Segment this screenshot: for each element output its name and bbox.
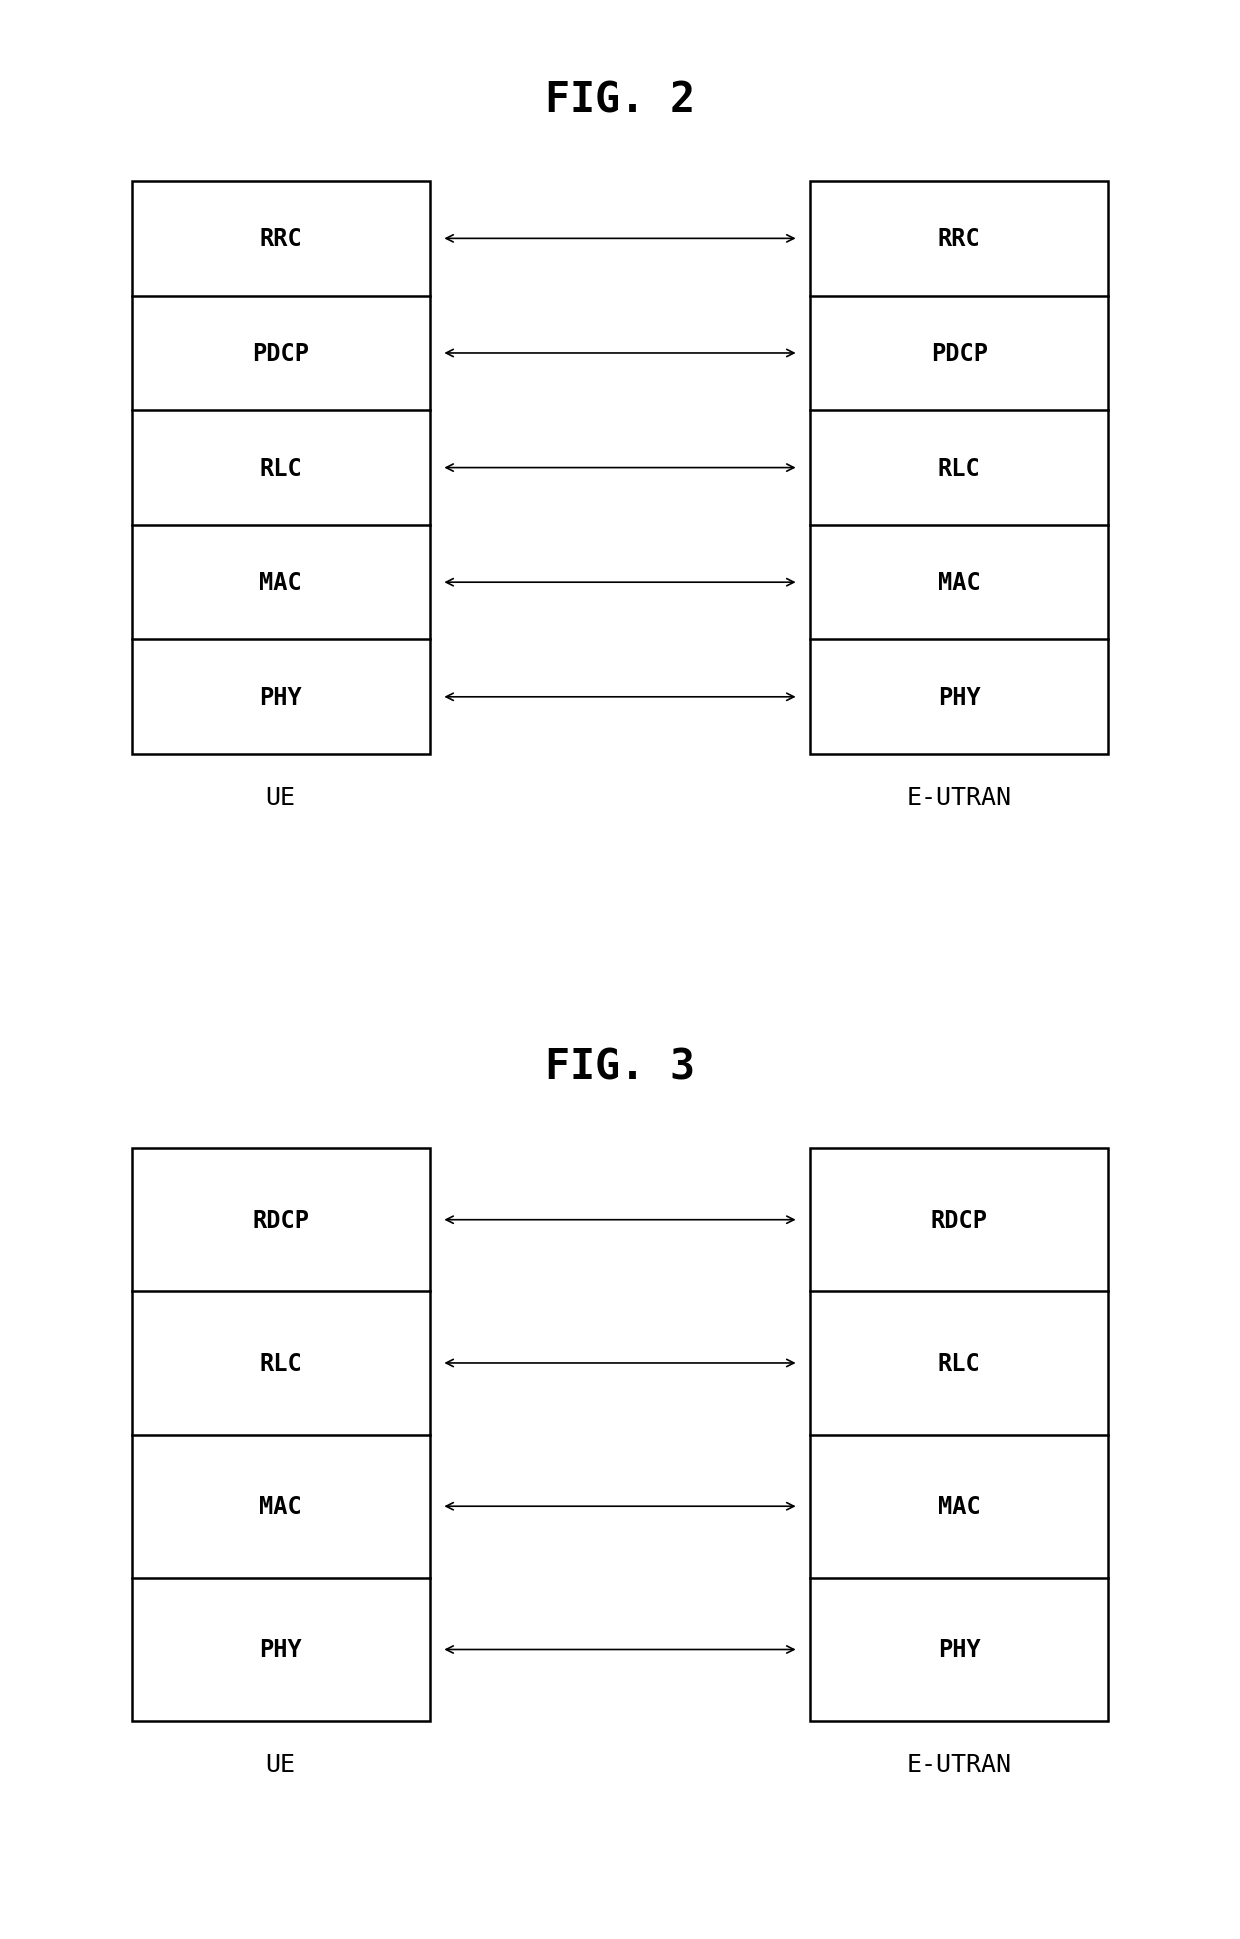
Text: PDCP: PDCP [252, 341, 309, 366]
Text: RRC: RRC [937, 227, 981, 252]
Text: PHY: PHY [259, 1638, 303, 1662]
Text: E-UTRAN: E-UTRAN [906, 1753, 1012, 1776]
Text: RLC: RLC [937, 456, 981, 481]
Bar [811, 182, 1109, 754]
Text: UE: UE [265, 785, 295, 811]
Text: RLC: RLC [937, 1351, 981, 1375]
Text: PHY: PHY [937, 1638, 981, 1662]
Bar [131, 1148, 429, 1722]
Text: PHY: PHY [259, 686, 303, 710]
Bar [131, 182, 429, 754]
Text: RDCP: RDCP [931, 1208, 988, 1231]
Text: FIG. 3: FIG. 3 [546, 1045, 694, 1088]
Text: E-UTRAN: E-UTRAN [906, 785, 1012, 811]
Text: RLC: RLC [259, 1351, 303, 1375]
Text: FIG. 2: FIG. 2 [546, 79, 694, 120]
Bar [811, 1148, 1109, 1722]
Text: MAC: MAC [259, 1495, 303, 1518]
Text: MAC: MAC [937, 1495, 981, 1518]
Text: RDCP: RDCP [252, 1208, 309, 1231]
Text: MAC: MAC [259, 570, 303, 595]
Text: PDCP: PDCP [931, 341, 988, 366]
Text: RRC: RRC [259, 227, 303, 252]
Text: RLC: RLC [259, 456, 303, 481]
Text: UE: UE [265, 1753, 295, 1776]
Text: MAC: MAC [937, 570, 981, 595]
Text: PHY: PHY [937, 686, 981, 710]
